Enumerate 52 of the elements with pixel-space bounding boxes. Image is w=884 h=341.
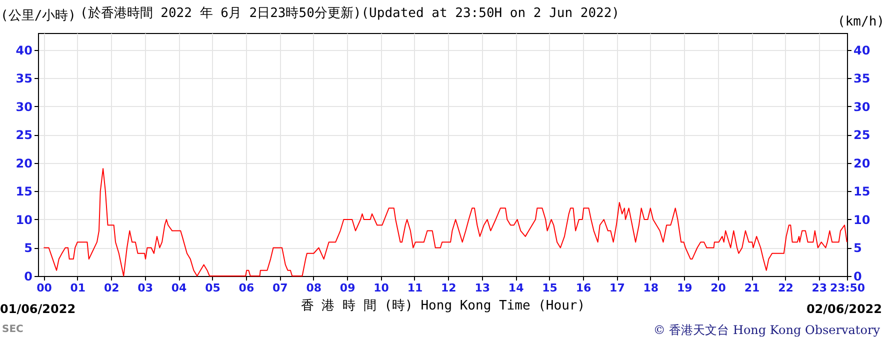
y-tick-label: 30 xyxy=(16,100,32,114)
y-tick-label: 10 xyxy=(16,212,32,227)
x-tick-label: 10 xyxy=(374,282,390,294)
text: 02/06/2022 xyxy=(806,302,882,316)
y-tick-label: 25 xyxy=(16,128,32,142)
text: 01/06/2022 xyxy=(0,302,76,316)
y-tick-label: 0 xyxy=(24,270,32,284)
y2-tick-label: 5 xyxy=(854,241,862,256)
y2-tick-label: 35 xyxy=(854,72,870,86)
x-tick-label: 22 xyxy=(778,282,794,294)
x-tick-label: 09 xyxy=(340,282,356,294)
y2-tick-label: 30 xyxy=(854,100,870,114)
y-tick-label: 20 xyxy=(16,156,32,170)
x-tick-label: 14 xyxy=(508,282,524,294)
y2-tick-label: 25 xyxy=(854,128,870,142)
x-tick-label: 07 xyxy=(272,282,288,294)
x-tick-label: 20 xyxy=(710,282,726,294)
y2-tick-label: 20 xyxy=(854,156,870,170)
x-tick-label: 21 xyxy=(744,282,760,294)
y2-tick-label: 15 xyxy=(854,184,870,199)
line-series xyxy=(43,168,848,276)
y-axis-title: (公里/小時) xyxy=(0,8,76,24)
y-tick-label: 15 xyxy=(16,184,32,199)
x-tick-label: 03 xyxy=(138,282,153,294)
text: © 香港天文台 Hong Kong Observatory xyxy=(653,322,880,339)
x-tick-label: 23 xyxy=(812,282,828,294)
x-tick-label: 17 xyxy=(610,282,625,294)
x-tick-label: 11 xyxy=(407,282,423,294)
y-tick-label: 5 xyxy=(24,241,32,256)
x-tick-label: 19 xyxy=(676,282,692,294)
x-tick-label: 00 xyxy=(36,282,52,294)
y2-tick-label: 40 xyxy=(854,43,870,58)
y2-tick-label: 10 xyxy=(854,212,870,227)
text: SEC xyxy=(2,324,24,335)
x-axis-title: 香 港 時 間 (時) Hong Kong Time (Hour) xyxy=(300,298,586,314)
x-tick-label: 06 xyxy=(238,282,254,294)
x-tick-label: 04 xyxy=(171,282,188,294)
x-tick-label: 02 xyxy=(104,282,120,294)
x-tick-label: 18 xyxy=(643,282,659,294)
x-tick-label: 16 xyxy=(576,282,592,294)
x-tick-label: 12 xyxy=(441,282,456,294)
x-tick-label: 01 xyxy=(70,282,86,294)
y2-axis-title: (km/h) xyxy=(838,14,884,30)
y-tick-label: 35 xyxy=(16,72,32,86)
x-tick-label: 23:50 xyxy=(830,282,866,294)
x-tick-label: 13 xyxy=(474,282,490,294)
x-tick-label: 05 xyxy=(205,282,220,294)
y-tick-label: 40 xyxy=(16,43,32,58)
y2-tick-label: 0 xyxy=(854,270,862,284)
chart-title: (於香港時間 2022 年 6月 2日23時50分更新)(Updated at 23:50H on 2 Jun 2022) xyxy=(80,5,620,22)
x-tick-label: 15 xyxy=(542,282,558,294)
x-tick-label: 08 xyxy=(306,282,322,294)
